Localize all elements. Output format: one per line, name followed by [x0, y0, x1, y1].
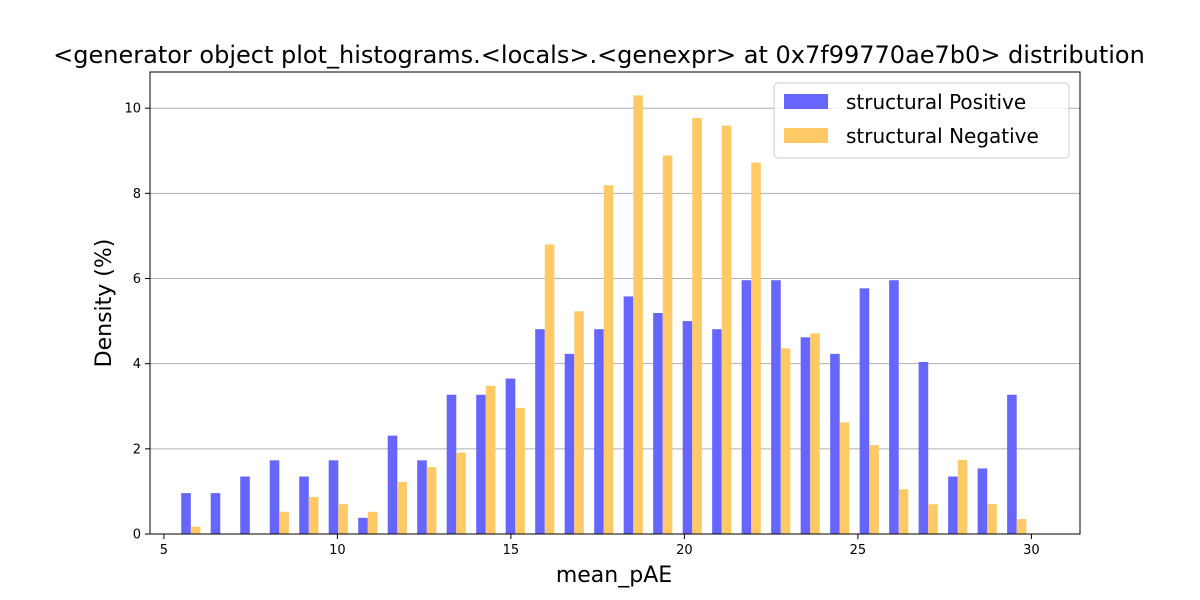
- plot-area-frame: [149, 71, 1081, 535]
- bar-structural-positive: [830, 353, 840, 534]
- y-tick-label: 6: [133, 272, 141, 287]
- x-axis-title: mean_pAE: [556, 563, 672, 588]
- y-tick-label: 0: [133, 528, 141, 543]
- bar-structural-positive: [594, 329, 604, 534]
- bar-structural-negative: [928, 504, 938, 534]
- bar-structural-positive: [328, 460, 339, 534]
- bar-structural-negative: [987, 504, 997, 534]
- bar-structural-positive: [889, 280, 899, 534]
- bar-structural-negative: [426, 467, 437, 534]
- bar-structural-negative: [279, 511, 289, 534]
- bar-structural-negative: [633, 95, 643, 534]
- bar-structural-positive: [948, 476, 958, 534]
- bar-structural-positive: [358, 517, 368, 534]
- bar-structural-negative: [485, 385, 496, 534]
- legend-label-positive: structural Positive: [846, 90, 1026, 114]
- bar-structural-positive: [269, 460, 280, 534]
- y-axis-ticks: 0 2 4 6 8 10: [124, 102, 150, 543]
- x-tick-label: 30: [1023, 543, 1040, 558]
- bar-structural-negative: [544, 244, 555, 535]
- bar-structural-positive: [476, 394, 486, 534]
- bar-structural-negative: [957, 459, 968, 534]
- bar-structural-negative: [780, 348, 791, 534]
- x-tick-label: 25: [850, 543, 867, 558]
- legend-box: [773, 82, 1070, 159]
- bar-structural-positive: [181, 493, 191, 534]
- legend: structural Positive structural Negative: [773, 82, 1070, 159]
- bar-structural-negative: [1016, 519, 1027, 534]
- bar-structural-negative: [515, 407, 525, 534]
- legend-label-negative: structural Negative: [846, 124, 1039, 148]
- bar-structural-positive: [387, 435, 398, 534]
- x-tick-label: 15: [503, 543, 520, 558]
- bar-structural-negative: [751, 162, 761, 534]
- y-axis-title: Density (%): [92, 239, 117, 368]
- bar-structural-positive: [859, 288, 870, 534]
- bar-structural-positive: [240, 476, 250, 534]
- bar-structural-positive: [653, 313, 663, 534]
- bar-structural-positive: [771, 280, 781, 534]
- y-tick-label: 8: [133, 187, 141, 202]
- bar-structural-positive: [564, 353, 575, 534]
- y-tick-label: 10: [124, 102, 141, 117]
- legend-swatch-negative: [784, 128, 828, 143]
- x-tick-label: 10: [329, 543, 346, 558]
- bar-structural-negative: [721, 125, 732, 534]
- bar-structural-positive: [623, 296, 634, 534]
- x-axis-ticks: 5 10 15 20 25 30: [160, 534, 1040, 558]
- bar-structural-negative: [574, 311, 584, 534]
- chart-title: <generator object plot_histograms.<local…: [53, 41, 1145, 69]
- bar-structural-positive: [741, 280, 752, 534]
- bar-structural-negative: [367, 511, 378, 534]
- x-tick-label: 5: [160, 543, 168, 558]
- bar-structural-positive: [505, 378, 516, 534]
- bar-structural-positive: [210, 493, 221, 534]
- bar-structural-negative: [397, 482, 407, 534]
- y-tick-label: 4: [133, 357, 141, 372]
- bar-structural-negative: [839, 422, 850, 534]
- bar-structural-positive: [682, 321, 693, 534]
- bar-structural-positive: [712, 329, 722, 534]
- bar-structural-negative: [338, 504, 348, 534]
- bars: [181, 95, 1027, 535]
- legend-swatch-positive: [784, 94, 828, 109]
- bar-structural-negative: [810, 333, 820, 534]
- x-tick-label: 20: [676, 543, 693, 558]
- bar-structural-negative: [308, 496, 319, 534]
- bar-structural-positive: [417, 460, 427, 534]
- bar-structural-positive: [800, 337, 811, 534]
- bar-structural-positive: [299, 476, 309, 534]
- bar-structural-positive: [918, 361, 929, 534]
- bar-structural-negative: [603, 185, 614, 534]
- grid-lines: [150, 107, 1080, 450]
- bar-structural-negative: [869, 445, 879, 534]
- bar-structural-negative: [692, 117, 702, 535]
- bar-structural-negative: [190, 526, 201, 534]
- bar-structural-positive: [1007, 394, 1017, 534]
- bar-structural-negative: [898, 489, 909, 534]
- bar-structural-negative: [662, 155, 673, 534]
- bar-structural-negative: [456, 452, 466, 534]
- bar-structural-positive: [446, 394, 457, 534]
- bar-structural-positive: [977, 468, 988, 534]
- y-tick-label: 2: [133, 442, 141, 457]
- bar-structural-positive: [535, 329, 545, 534]
